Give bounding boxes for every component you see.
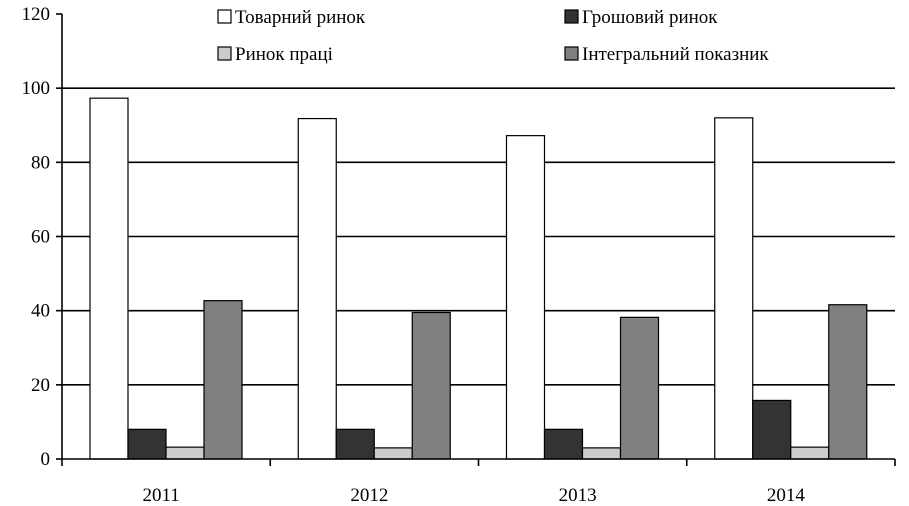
y-tick-label-80: 80	[31, 152, 50, 173]
y-axis-ticks: 0 20 40 60 80 100 120	[22, 4, 62, 470]
legend-label-4: Інтегральний показник	[582, 44, 769, 65]
bar-2011-series-2	[127, 428, 167, 460]
x-tick-label-2012: 2012	[350, 485, 388, 506]
legend-swatch-2	[564, 9, 579, 24]
x-tick-label-2011: 2011	[142, 485, 179, 506]
bar-2011-series-1	[89, 97, 129, 460]
y-tick-label-20: 20	[31, 375, 50, 396]
bar-2013-series-1	[505, 135, 546, 460]
bar-2013-series-3	[581, 447, 622, 460]
legend-swatch-4	[564, 46, 579, 61]
y-tick-label-60: 60	[31, 227, 50, 248]
y-tick-label-120: 120	[22, 4, 51, 25]
bar-2011-series-3	[165, 446, 205, 460]
legend-label-3: Ринок праці	[235, 44, 333, 65]
bar-2013-series-2	[543, 428, 584, 460]
gridlines	[62, 87, 895, 386]
legend-swatch-1	[217, 9, 232, 24]
bar-2013-series-4	[619, 316, 660, 460]
bar-2014-series-4	[828, 304, 868, 460]
bar-2012-series-3	[373, 447, 413, 460]
bar-2012-series-2	[335, 428, 375, 460]
legend: Товарний ринок Грошовий ринок Ринок праці І…	[217, 7, 769, 65]
y-tick-label-0: 0	[41, 449, 51, 470]
bars	[89, 97, 868, 460]
y-tick-label-40: 40	[31, 301, 50, 322]
bar-2014-series-3	[790, 446, 830, 460]
y-tick-label-100: 100	[22, 78, 51, 99]
bar-2011-series-4	[203, 300, 243, 460]
x-tick-label-2013: 2013	[559, 485, 597, 506]
legend-label-2: Грошовий ринок	[582, 7, 718, 28]
legend-label-1: Товарний ринок	[235, 7, 366, 28]
bar-2012-series-4	[411, 311, 451, 460]
legend-swatch-3	[217, 46, 232, 61]
x-tick-label-2014: 2014	[767, 485, 806, 506]
x-axis-ticks: 2011 2012 2013 2014	[61, 459, 896, 506]
bar-2014-series-2	[752, 399, 792, 460]
bar-2014-series-1	[714, 117, 754, 460]
bar-2012-series-1	[297, 117, 337, 460]
